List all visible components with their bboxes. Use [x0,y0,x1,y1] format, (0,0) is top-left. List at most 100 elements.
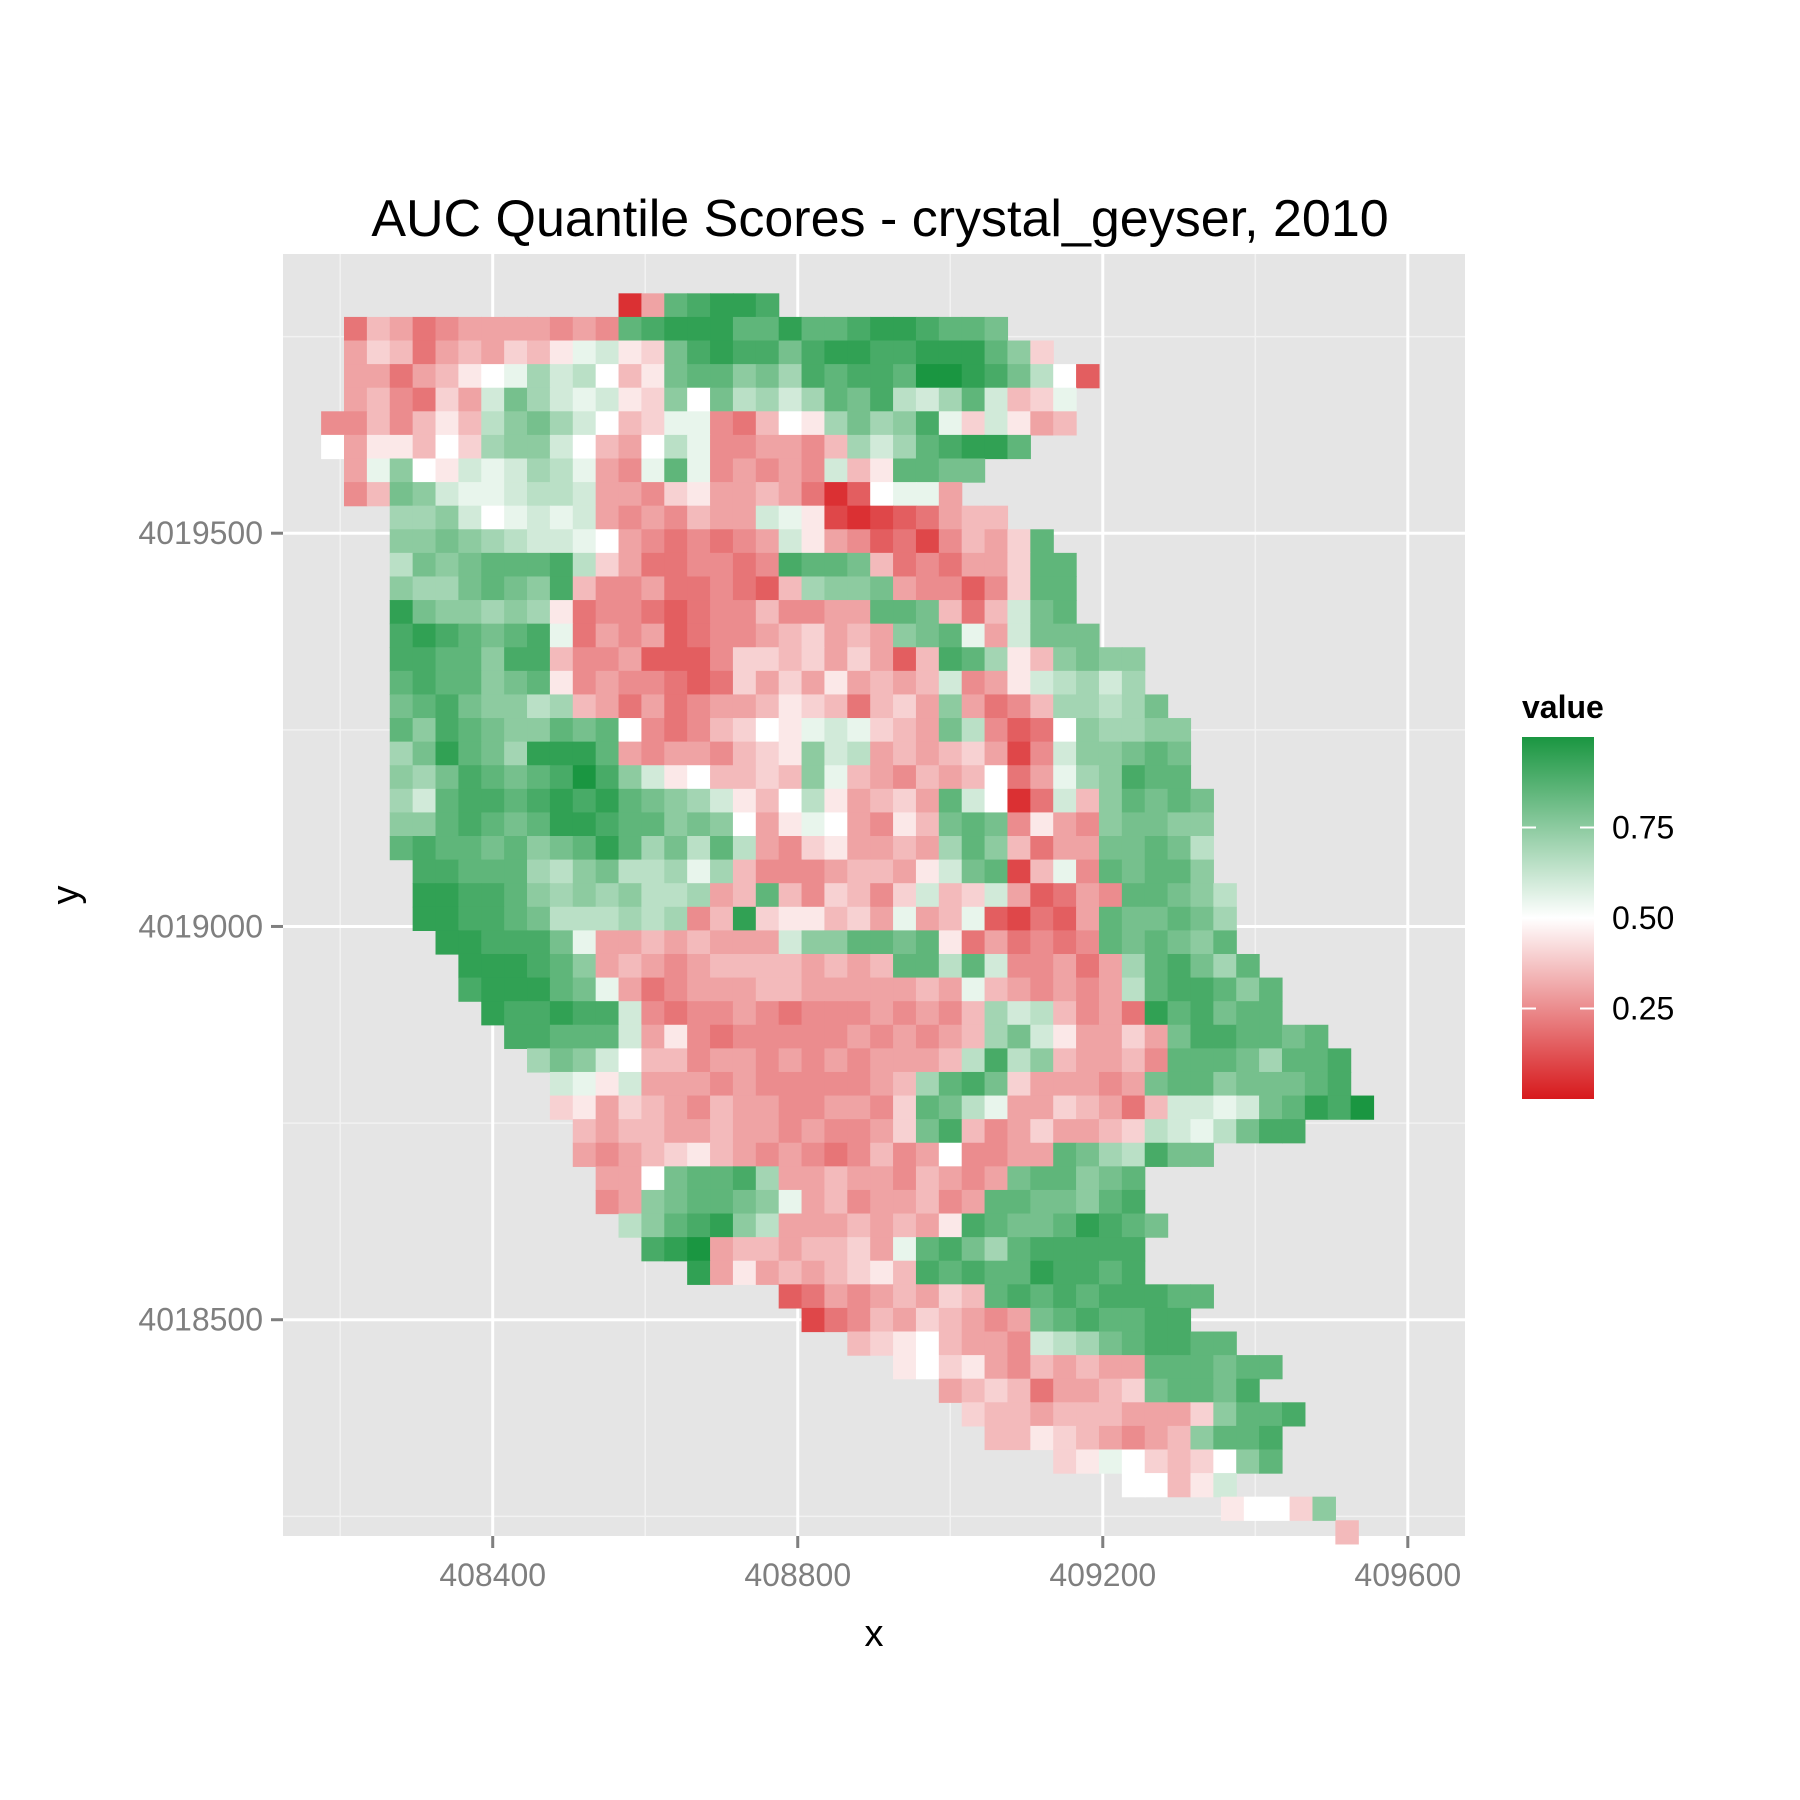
heatmap-cell [664,765,688,790]
heatmap-cell [1167,1402,1192,1427]
heatmap-cell [1053,1071,1077,1097]
heatmap-cell [549,316,574,342]
heatmap-cell [481,505,505,530]
heatmap-cell [1190,788,1214,814]
heatmap-cell [984,741,1009,766]
heatmap-cell [1167,1284,1192,1309]
heatmap-cell [710,1048,734,1073]
heatmap-cell [732,434,757,460]
heatmap-cell [1190,1119,1214,1144]
heatmap-cell [595,600,620,625]
heatmap-cell [687,340,711,365]
heatmap-cell [778,552,803,578]
heatmap-cell [984,340,1009,365]
heatmap-cell [847,1071,871,1097]
heatmap-cell [984,1119,1009,1144]
heatmap-cell [481,859,505,884]
heatmap-cell [870,458,894,483]
heatmap-cell [1213,930,1237,955]
heatmap-cell [961,670,986,696]
heatmap-cell [572,836,597,861]
heatmap-cell [915,1189,940,1215]
heatmap-cell [549,765,574,790]
heatmap-cell [595,623,620,648]
heatmap-cell [984,718,1009,743]
y-axis-title: y [45,886,87,905]
heatmap-cell [961,906,986,931]
heatmap-cell [641,1166,665,1191]
heatmap-cell [1236,1048,1260,1073]
heatmap-cell [687,1213,711,1238]
heatmap-cell [984,552,1009,578]
heatmap-cell [984,387,1009,412]
heatmap-cell [664,1001,688,1026]
heatmap-cell [618,482,643,507]
heatmap-cell [1076,718,1100,743]
heatmap-cell [732,411,757,436]
heatmap-cell [755,364,780,389]
heatmap-cell [801,434,826,460]
heatmap-cell [961,1189,986,1215]
heatmap-cell [344,387,368,412]
heatmap-cell [847,623,871,648]
heatmap-cell [664,906,688,931]
heatmap-cell [755,1048,780,1073]
heatmap-cell [847,1048,871,1073]
heatmap-cell [366,434,391,460]
heatmap-cell [710,883,734,908]
heatmap-cell [641,316,665,342]
heatmap-cell [984,1071,1009,1097]
heatmap-cell [435,623,459,648]
heatmap-cell [824,576,848,601]
heatmap-cell [778,953,803,979]
heatmap-cell [961,1355,986,1380]
heatmap-cell [641,387,665,412]
heatmap-cell [755,340,780,365]
heatmap-cell [1053,670,1077,696]
heatmap-cell [824,836,848,861]
heatmap-cell [984,1355,1009,1380]
heatmap-cell [1236,1095,1260,1120]
heatmap-cell [527,623,551,648]
heatmap-cell [1053,1024,1077,1049]
heatmap-cell [870,694,894,719]
heatmap-cell [1007,1237,1031,1262]
heatmap-cell [618,1119,643,1144]
heatmap-cell [915,1071,940,1097]
heatmap-cell [984,788,1009,814]
heatmap-cell [938,977,963,1002]
heatmap-cell [1236,1119,1260,1144]
heatmap-cell [572,529,597,554]
heatmap-cell [961,576,986,601]
heatmap-cell [435,741,459,766]
heatmap-cell [1304,1024,1329,1049]
heatmap-cell [595,316,620,342]
heatmap-cell [664,788,688,814]
heatmap-cell [1053,1331,1077,1356]
heatmap-cell [778,623,803,648]
heatmap-cell [572,600,597,625]
heatmap-cell [504,434,528,460]
heatmap-cell [915,788,940,814]
heatmap-cell [1098,1048,1123,1073]
heatmap-cell [389,458,414,483]
heatmap-cell [481,340,505,365]
heatmap-cell [1190,1095,1214,1120]
heatmap-cell [801,765,826,790]
heatmap-cell [481,647,505,672]
heatmap-cell [732,718,757,743]
heatmap-cell [1213,1331,1237,1356]
heatmap-cell [1007,1048,1031,1073]
heatmap-cell [618,600,643,625]
heatmap-cell [481,411,505,436]
heatmap-cell [893,836,917,861]
heatmap-cell [915,930,940,955]
heatmap-cell [732,906,757,931]
heatmap-cell [824,1166,848,1191]
y-tick-label: 4019000 [138,908,263,944]
heatmap-cell [847,1119,871,1144]
heatmap-cell [389,434,414,460]
heatmap-cell [1030,1307,1054,1333]
heatmap-cell [458,906,482,931]
heatmap-cell [710,859,734,884]
